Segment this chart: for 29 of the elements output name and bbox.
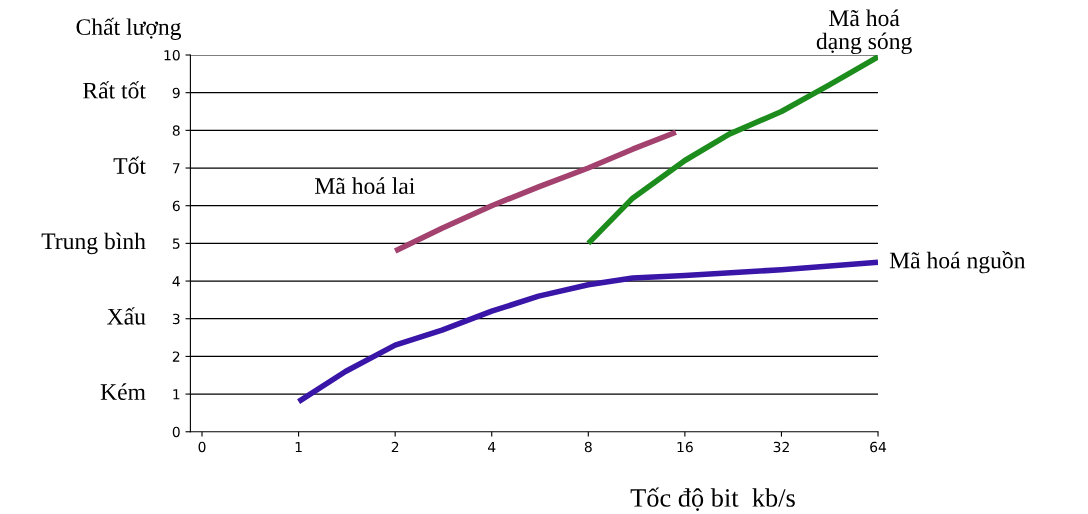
y-tick-label: 1 [173,389,180,400]
y-tick-label: 3 [172,313,180,325]
y-tick-label: 2 [172,351,180,362]
y-tick-label: 4 [172,276,180,287]
x-tick-label: 1 [295,441,302,453]
x-tick-label: 64 [870,441,887,453]
y-tick-label: 10 [164,49,180,61]
x-tick-label: 2 [391,441,399,453]
text: Rất tốt [83,81,146,99]
y-tick-label: 9 [172,87,180,99]
y-tick-label: 7 [172,163,180,174]
text: Tốt [113,156,146,174]
x-axis-title: Tốc độ bit kb/s [630,487,795,511]
series-label: Mã hoá dạng sóng [816,9,912,55]
x-tick-label: 32 [773,441,789,453]
text: Kém [100,383,146,400]
x-tick-label: 8 [584,441,592,453]
y-tick-label: 6 [172,200,180,212]
y-tick-label: 0 [172,426,180,438]
text: Xấu [107,307,146,325]
x-tick-label: 4 [487,441,496,453]
x-tick-label: 16 [677,441,693,453]
text: Trung bình [41,232,146,255]
y-tick-label: 5 [172,238,180,249]
x-tick-label: 0 [198,441,206,453]
series-label: Mã hoá nguồn [889,251,1026,274]
series-label: Mã hoá lai [315,177,415,194]
y-axis-title: Chất lượng [76,17,182,40]
y-tick-label: 8 [172,125,180,136]
